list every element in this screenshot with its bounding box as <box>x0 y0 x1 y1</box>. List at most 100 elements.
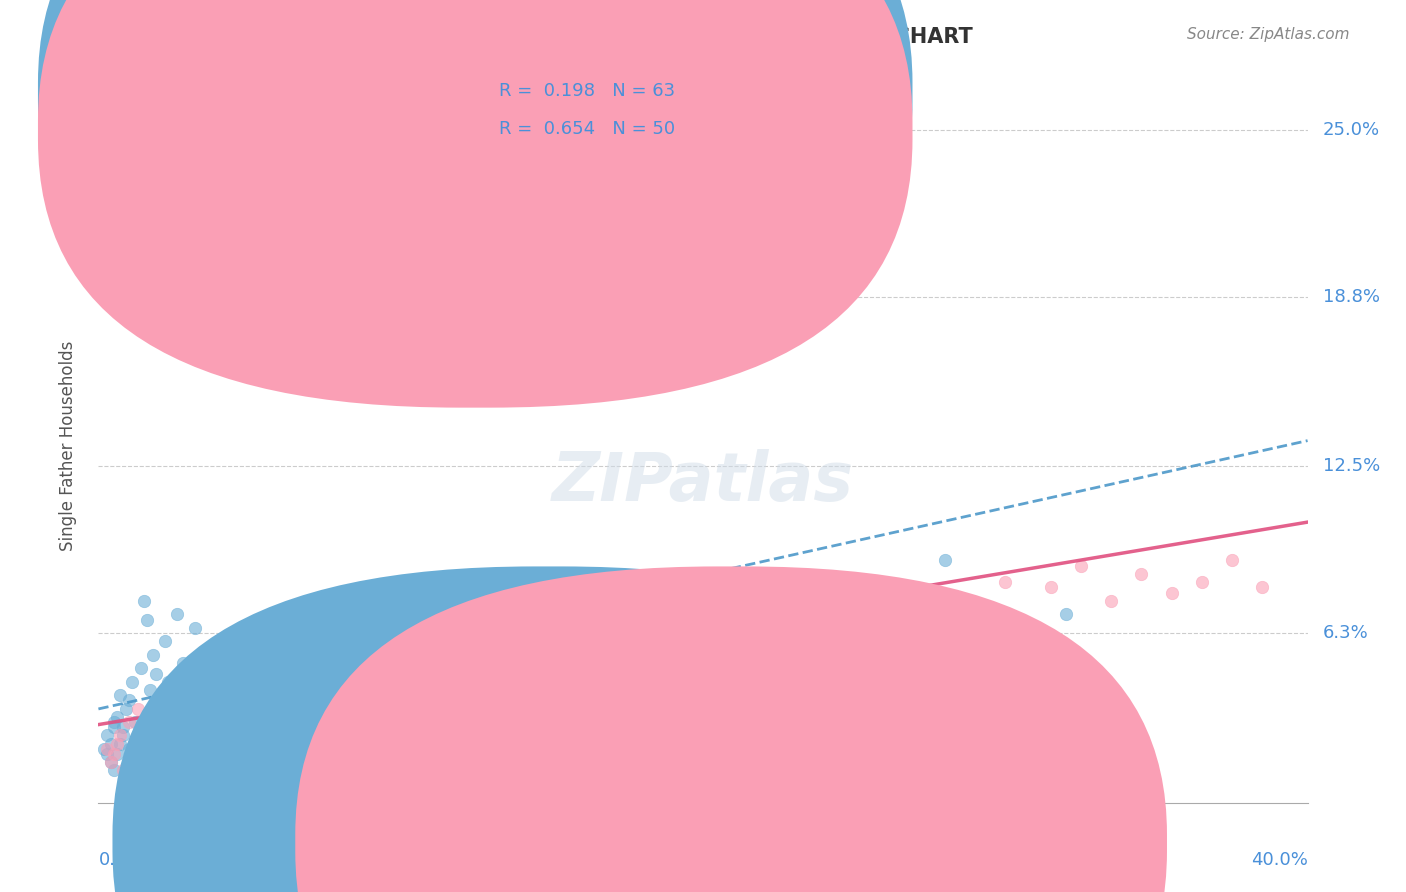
Point <box>707 602 730 616</box>
Point <box>108 737 131 751</box>
Point <box>752 621 775 635</box>
Point <box>108 729 131 743</box>
Text: NICARAGUAN VS RUSSIAN SINGLE FATHER HOUSEHOLDS CORRELATION CHART: NICARAGUAN VS RUSSIAN SINGLE FATHER HOUS… <box>56 27 973 46</box>
Point <box>481 621 503 635</box>
Y-axis label: Single Father Households: Single Father Households <box>59 341 77 551</box>
Point <box>450 701 472 715</box>
Point <box>132 594 155 608</box>
Point <box>111 720 134 734</box>
Point <box>184 621 207 635</box>
Point <box>135 613 157 627</box>
Text: 12.5%: 12.5% <box>1323 458 1379 475</box>
Point <box>1054 607 1077 622</box>
Point <box>1251 580 1274 594</box>
Point <box>616 338 638 352</box>
Point <box>184 742 207 756</box>
Point <box>172 656 194 670</box>
Text: 6.3%: 6.3% <box>1323 624 1368 642</box>
Point <box>374 666 396 681</box>
Point <box>224 729 246 743</box>
Point <box>202 640 225 654</box>
Point <box>100 756 122 770</box>
Point <box>142 648 165 662</box>
Point <box>314 634 336 648</box>
Point <box>360 607 382 622</box>
Point <box>153 634 176 648</box>
Point <box>586 594 609 608</box>
Text: ZIPatlas: ZIPatlas <box>553 449 853 515</box>
Point <box>299 674 322 689</box>
Point <box>153 709 176 723</box>
Point <box>103 764 125 778</box>
Point <box>100 737 122 751</box>
Point <box>269 693 291 707</box>
Point <box>420 634 443 648</box>
Point <box>127 701 149 715</box>
Point <box>510 648 533 662</box>
Point <box>103 747 125 762</box>
Point <box>111 729 134 743</box>
Point <box>179 666 201 681</box>
Point <box>114 701 136 715</box>
Text: Source: ZipAtlas.com: Source: ZipAtlas.com <box>1187 27 1350 42</box>
Point <box>105 747 128 762</box>
Point <box>616 648 638 662</box>
Point <box>389 656 412 670</box>
Point <box>1070 558 1092 573</box>
Point <box>96 747 118 762</box>
Point <box>994 574 1017 589</box>
Point <box>93 742 115 756</box>
Point <box>163 693 186 707</box>
Point <box>661 284 683 298</box>
Point <box>510 607 533 622</box>
Point <box>139 682 162 697</box>
Point <box>269 661 291 675</box>
Point <box>1039 580 1062 594</box>
Point <box>179 720 201 734</box>
Point <box>873 177 896 191</box>
Point <box>707 648 730 662</box>
Point <box>100 756 122 770</box>
Point <box>132 729 155 743</box>
Point <box>166 607 188 622</box>
Point <box>145 666 167 681</box>
Point <box>284 648 307 662</box>
Point <box>129 661 152 675</box>
Point <box>108 688 131 702</box>
Point <box>1160 586 1182 600</box>
Point <box>253 666 276 681</box>
Point <box>145 747 167 762</box>
Point <box>208 714 231 729</box>
Text: Nicaraguans: Nicaraguans <box>568 834 681 852</box>
Point <box>245 648 267 662</box>
Point <box>96 742 118 756</box>
Point <box>127 737 149 751</box>
Point <box>193 701 215 715</box>
Point <box>420 634 443 648</box>
Point <box>103 714 125 729</box>
Point <box>124 742 146 756</box>
Point <box>934 553 956 567</box>
Point <box>156 674 179 689</box>
Point <box>1191 574 1213 589</box>
Point <box>121 674 143 689</box>
Point <box>1220 553 1243 567</box>
Point <box>105 737 128 751</box>
Point <box>163 737 186 751</box>
Text: 18.8%: 18.8% <box>1323 287 1379 306</box>
Point <box>661 613 683 627</box>
Point <box>193 682 215 697</box>
Point <box>752 602 775 616</box>
Point <box>360 674 382 689</box>
Point <box>284 648 307 662</box>
Point <box>389 640 412 654</box>
Point <box>253 613 276 627</box>
Point <box>813 621 835 635</box>
Point <box>873 607 896 622</box>
Point <box>105 709 128 723</box>
Point <box>139 720 162 734</box>
Point <box>208 648 231 662</box>
Point <box>111 764 134 778</box>
Point <box>232 688 254 702</box>
Point <box>103 720 125 734</box>
